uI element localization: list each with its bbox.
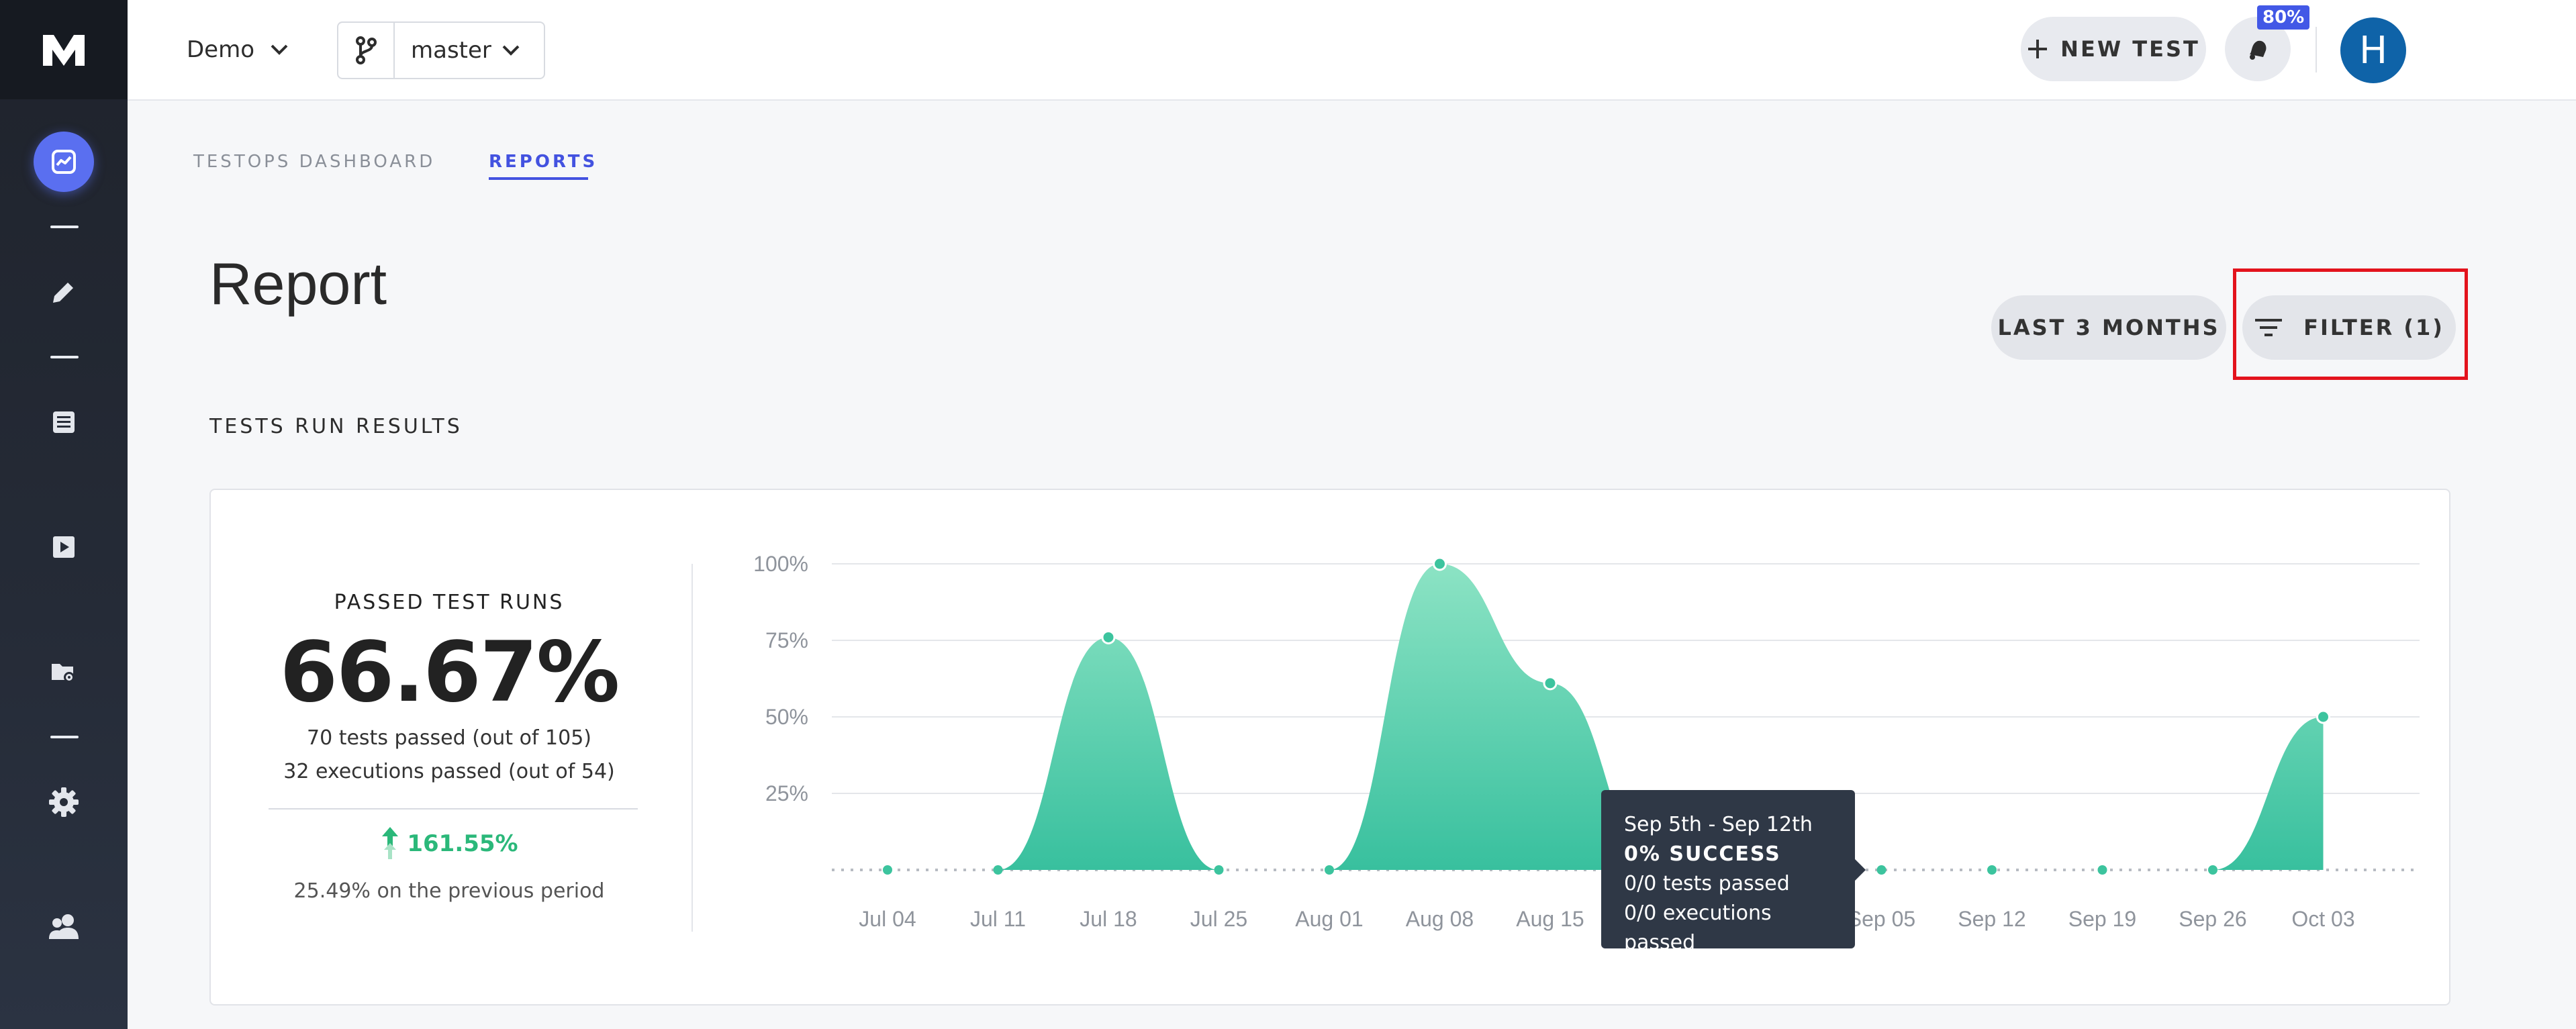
sidebar-item-team[interactable] bbox=[34, 897, 94, 957]
main-content: TESTOPS DASHBOARD REPORTS Report LAST 3 … bbox=[128, 101, 2576, 1029]
data-point bbox=[1987, 865, 1997, 875]
x-tick-label: Jul 04 bbox=[859, 907, 916, 931]
x-tick-label: Aug 01 bbox=[1295, 907, 1363, 931]
data-point bbox=[993, 865, 1003, 875]
x-tick-label: Jul 11 bbox=[970, 907, 1026, 931]
x-tick-label: Sep 19 bbox=[2068, 907, 2136, 931]
top-bar: Demo master NEW TEST 8 bbox=[128, 0, 2576, 101]
arrow-up-icon bbox=[382, 827, 399, 859]
x-tick-label: Sep 26 bbox=[2179, 907, 2246, 931]
x-tick-label: Jul 25 bbox=[1190, 907, 1247, 931]
page-title: Report bbox=[209, 250, 387, 317]
filter-button[interactable]: FILTER (1) bbox=[2242, 295, 2456, 360]
data-point bbox=[1101, 630, 1116, 644]
kpi-previous-period: 25.49% on the previous period bbox=[293, 879, 605, 903]
sidebar-item-editor[interactable] bbox=[34, 262, 94, 322]
y-tick-label: 75% bbox=[765, 628, 808, 652]
filter-label: FILTER (1) bbox=[2303, 315, 2444, 340]
kpi-divider bbox=[269, 808, 638, 810]
tooltip-tests: 0/0 tests passed bbox=[1624, 872, 1790, 895]
data-point bbox=[1876, 865, 1887, 875]
kpi-change-value: 161.55% bbox=[407, 830, 518, 857]
header-divider bbox=[2316, 27, 2317, 72]
card-divider bbox=[691, 564, 693, 932]
highlight-box bbox=[2233, 268, 2468, 380]
data-point bbox=[883, 865, 892, 875]
chevron-down-icon bbox=[271, 44, 288, 55]
sidebar-item-runs[interactable] bbox=[34, 517, 94, 577]
data-point bbox=[1543, 676, 1558, 691]
pencil-icon bbox=[53, 283, 73, 303]
data-point bbox=[1214, 865, 1224, 875]
play-icon bbox=[53, 536, 75, 558]
tooltip-executions: 0/0 executions passed bbox=[1624, 901, 1772, 954]
new-test-button[interactable]: NEW TEST bbox=[2021, 17, 2206, 81]
sidebar-separator bbox=[50, 356, 79, 358]
branch-name: master bbox=[411, 37, 491, 64]
chevron-down-icon bbox=[501, 44, 544, 57]
app-logo[interactable] bbox=[0, 0, 128, 99]
sidebar-separator bbox=[50, 226, 79, 228]
x-tick-label: Aug 08 bbox=[1406, 907, 1474, 931]
notification-badge: 80% bbox=[2257, 5, 2310, 30]
sidebar-item-settings[interactable] bbox=[34, 772, 94, 832]
new-test-label: NEW TEST bbox=[2060, 36, 2200, 62]
branch-selector[interactable]: master bbox=[337, 21, 545, 79]
x-tick-label: Aug 15 bbox=[1516, 907, 1584, 931]
results-chart: 25% 50% 75% 100% Jul 04 Jul 11 Jul 18 Jul 25 Au… bbox=[753, 552, 2420, 931]
data-point bbox=[2208, 865, 2217, 875]
results-card: PASSED TEST RUNS 66.67% 70 tests passed … bbox=[209, 489, 2450, 1006]
x-tick-label: Jul 18 bbox=[1080, 907, 1137, 931]
y-tick-label: 50% bbox=[765, 705, 808, 729]
project-name: Demo bbox=[187, 36, 255, 63]
users-icon bbox=[49, 914, 79, 939]
y-tick-label: 100% bbox=[753, 552, 808, 576]
tab-reports[interactable]: REPORTS bbox=[489, 152, 598, 172]
x-tick-label: Sep 12 bbox=[1958, 907, 2025, 931]
sidebar-separator bbox=[50, 736, 79, 738]
sidebar bbox=[0, 0, 128, 1029]
plus-icon bbox=[2028, 40, 2048, 58]
logo-icon bbox=[43, 35, 85, 66]
kpi-tests-passed: 70 tests passed (out of 105) bbox=[307, 726, 591, 750]
tooltip-arrow bbox=[1855, 859, 1866, 881]
active-tab-indicator bbox=[489, 177, 588, 180]
trend-chart-icon bbox=[52, 150, 76, 174]
chart-tooltip: Sep 5th - Sep 12th 0% SUCCESS 0/0 tests … bbox=[1601, 790, 1855, 954]
sidebar-item-analytics[interactable] bbox=[34, 132, 94, 192]
bell-icon bbox=[2250, 40, 2267, 60]
kpi-change: 161.55% bbox=[265, 826, 634, 862]
folder-gear-icon bbox=[52, 664, 75, 683]
user-avatar[interactable]: H bbox=[2340, 17, 2406, 83]
date-range-button[interactable]: LAST 3 MONTHS bbox=[1991, 295, 2226, 360]
kpi-value: 66.67% bbox=[279, 624, 620, 721]
x-tick-label: Oct 03 bbox=[2291, 907, 2354, 931]
list-icon bbox=[53, 411, 75, 433]
y-tick-label: 25% bbox=[765, 781, 808, 805]
section-title: TESTS RUN RESULTS bbox=[209, 415, 463, 438]
data-point bbox=[2316, 709, 2330, 724]
gear-icon bbox=[49, 787, 79, 817]
git-branch-icon bbox=[338, 23, 395, 78]
filter-icon bbox=[2255, 319, 2283, 336]
tab-testops-dashboard[interactable]: TESTOPS DASHBOARD bbox=[193, 152, 436, 172]
data-point bbox=[1325, 865, 1334, 875]
sidebar-item-folder-settings[interactable] bbox=[34, 642, 94, 702]
tooltip-success: 0% SUCCESS bbox=[1624, 842, 1781, 866]
kpi-heading: PASSED TEST RUNS bbox=[334, 591, 565, 614]
data-point bbox=[1433, 556, 1447, 571]
project-selector[interactable]: Demo bbox=[187, 30, 289, 70]
x-tick-label: Sep 05 bbox=[1848, 907, 1915, 931]
tooltip-range: Sep 5th - Sep 12th bbox=[1624, 813, 1813, 836]
data-point bbox=[2097, 865, 2107, 875]
kpi-executions-passed: 32 executions passed (out of 54) bbox=[283, 760, 615, 783]
sidebar-item-suites[interactable] bbox=[34, 392, 94, 452]
